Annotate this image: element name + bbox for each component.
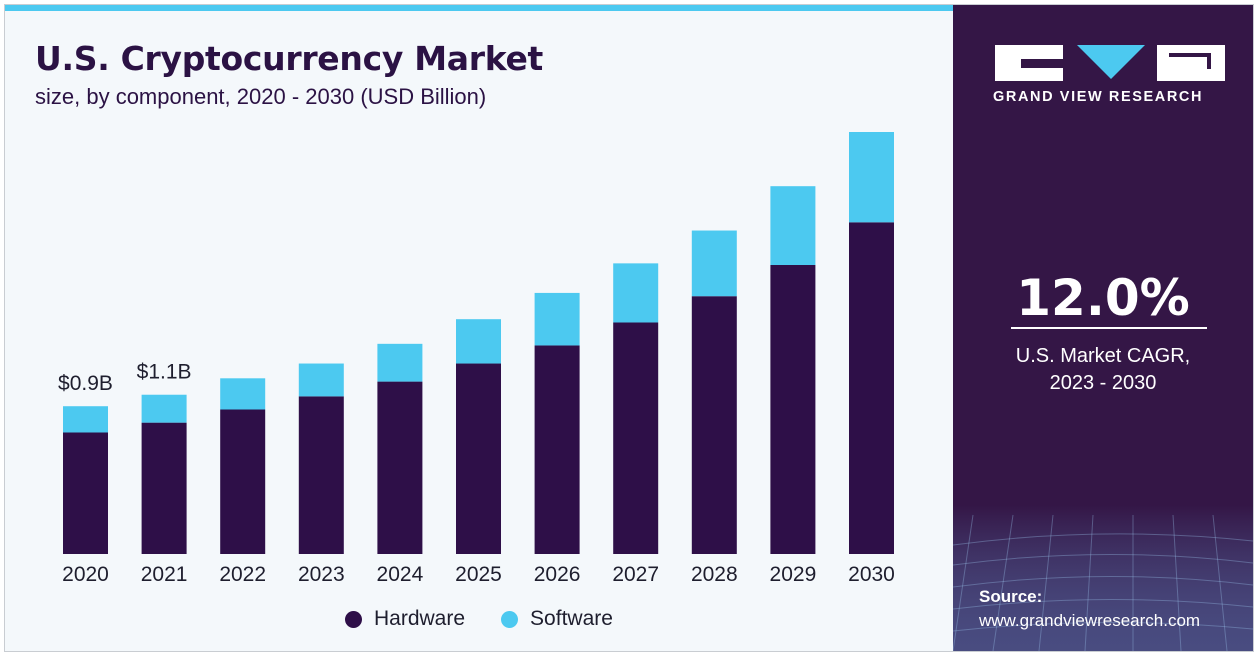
legend: Hardware Software (345, 607, 649, 631)
cagr-divider (1011, 327, 1207, 329)
chart-frame: U.S. Cryptocurrency Market size, by comp… (4, 4, 1254, 652)
cagr-label-line1: U.S. Market CAGR, (1015, 345, 1191, 367)
x-tick-label-2030: 2030 (848, 563, 895, 586)
chart-title: U.S. Cryptocurrency Market (35, 39, 544, 78)
x-tick-label-2022: 2022 (219, 563, 266, 586)
cagr-label: U.S. Market CAGR, 2023 - 2030 (953, 343, 1253, 397)
legend-swatch-hardware (345, 610, 362, 628)
cagr-value: 12.0% (1016, 269, 1190, 327)
cagr-label-line2: 2023 - 2030 (1049, 372, 1157, 394)
bar-hardware-2023 (298, 396, 344, 554)
bar-hardware-2025 (456, 363, 501, 554)
x-tick-label-2026: 2026 (534, 563, 581, 586)
bar-software-2030 (849, 132, 894, 223)
legend-label-software: Software (530, 607, 613, 630)
bar-software-2020 (63, 406, 108, 433)
bar-software-2029 (770, 186, 816, 266)
bar-software-2026 (534, 292, 580, 346)
legend-swatch-software (501, 610, 519, 628)
bar-hardware-2024 (377, 381, 423, 554)
x-tick-label-2024: 2024 (377, 563, 424, 586)
bar-software-2022 (220, 378, 266, 410)
data-label-2020: $0.9B (58, 372, 113, 395)
grand-view-research-logo (995, 45, 1225, 81)
legend-item-hardware: Hardware (345, 607, 465, 631)
bar-hardware-2030 (849, 222, 894, 554)
accent-bar (5, 5, 953, 11)
source-label: Source: (979, 587, 1043, 606)
x-tick-label-2027: 2027 (612, 563, 659, 586)
bar-hardware-2028 (691, 296, 737, 554)
bar-hardware-2026 (534, 345, 580, 554)
x-tick-label-2029: 2029 (770, 563, 817, 586)
bar-software-2028 (691, 230, 737, 297)
sidebar-panel: GRAND VIEW RESEARCH 12.0% U.S. Market CA… (953, 5, 1253, 651)
bar-software-2023 (298, 363, 344, 397)
bar-hardware-2020 (63, 432, 108, 554)
bar-software-2021 (141, 394, 187, 423)
source-note: Source: www.grandviewresearch.com (979, 585, 1200, 633)
bar-software-2027 (613, 263, 659, 323)
mesh-background-graphic (953, 505, 1253, 651)
x-tick-label-2028: 2028 (691, 563, 738, 586)
x-tick-label-2021: 2021 (141, 563, 188, 586)
brand-name: GRAND VIEW RESEARCH (993, 89, 1204, 105)
x-tick-label-2023: 2023 (298, 563, 345, 586)
source-url: www.grandviewresearch.com (979, 611, 1201, 630)
chart-subtitle: size, by component, 2020 - 2030 (USD Bil… (35, 84, 487, 109)
bar-chart: 2020 $0.9B 2021 $1.1B 2022 2023 2024 2025 2026 20… (58, 132, 895, 586)
legend-label-hardware: Hardware (374, 607, 466, 630)
bar-hardware-2022 (220, 409, 266, 554)
bar-software-2024 (377, 343, 423, 382)
legend-item-software: Software (501, 607, 613, 631)
bar-hardware-2029 (770, 265, 816, 554)
x-tick-label-2020: 2020 (62, 563, 109, 586)
bar-hardware-2027 (613, 322, 659, 554)
bar-software-2025 (456, 319, 501, 364)
x-tick-label-2025: 2025 (455, 563, 502, 586)
data-label-2021: $1.1B (137, 361, 192, 384)
bar-hardware-2021 (141, 422, 187, 554)
